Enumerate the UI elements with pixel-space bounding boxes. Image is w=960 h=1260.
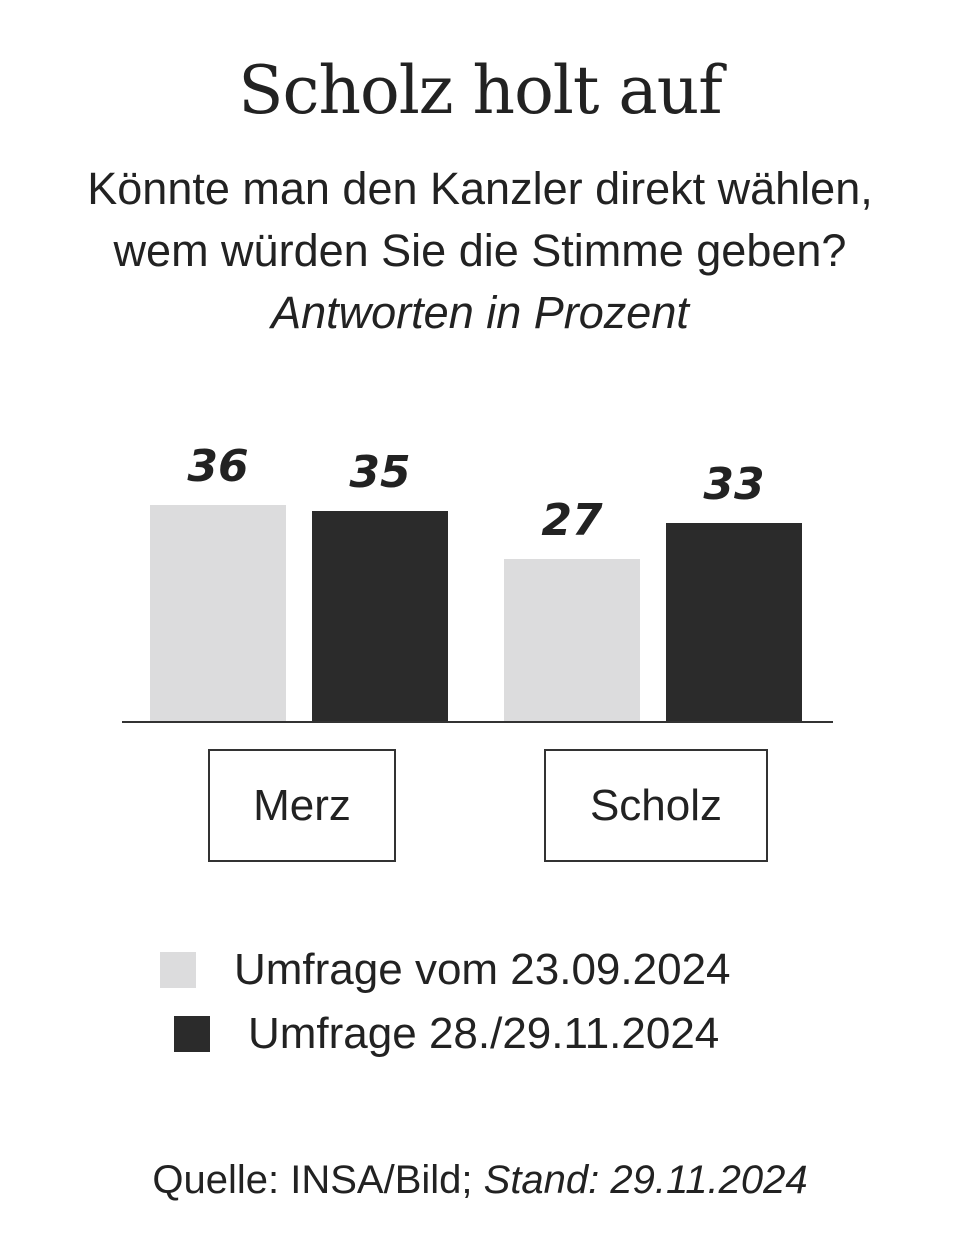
source-date: Stand: 29.11.2024 <box>483 1158 808 1202</box>
chart-title: Scholz holt auf <box>238 52 722 129</box>
data-label-scholz-series-2: 33 <box>703 459 764 510</box>
subtitle-question: Könnte man den Kanzler direkt wählen, we… <box>87 163 873 276</box>
bar-chart: 36 35 27 33 <box>122 441 833 723</box>
legend-item-series-2: Umfrage 28./29.11.2024 <box>174 1004 719 1064</box>
legend-item-series-1: Umfrage vom 23.09.2024 <box>160 940 731 1000</box>
source-label: Quelle: INSA/Bild; <box>152 1158 473 1202</box>
legend-label-series-1: Umfrage vom 23.09.2024 <box>234 945 731 994</box>
legend-swatch-series-2 <box>174 1016 210 1052</box>
data-label-merz-series-1: 36 <box>187 441 248 492</box>
legend-label-series-2: Umfrage 28./29.11.2024 <box>248 1009 720 1058</box>
subtitle-unit-note: Antworten in Prozent <box>271 287 689 338</box>
chart-subtitle: Könnte man den Kanzler direkt wählen, we… <box>40 158 920 344</box>
data-label-scholz-series-1: 27 <box>541 495 603 546</box>
category-label-merz: Merz <box>208 749 396 862</box>
legend-swatch-series-1 <box>160 952 196 988</box>
bar-merz-series-2 <box>312 511 448 721</box>
category-label-scholz: Scholz <box>544 749 768 862</box>
bar-scholz-series-1 <box>504 559 640 721</box>
bar-scholz-series-2 <box>666 523 802 721</box>
data-label-merz-series-2: 35 <box>349 447 410 498</box>
source-note: Quelle: INSA/Bild; Stand: 29.11.2024 <box>0 1158 960 1203</box>
bar-merz-series-1 <box>150 505 286 721</box>
